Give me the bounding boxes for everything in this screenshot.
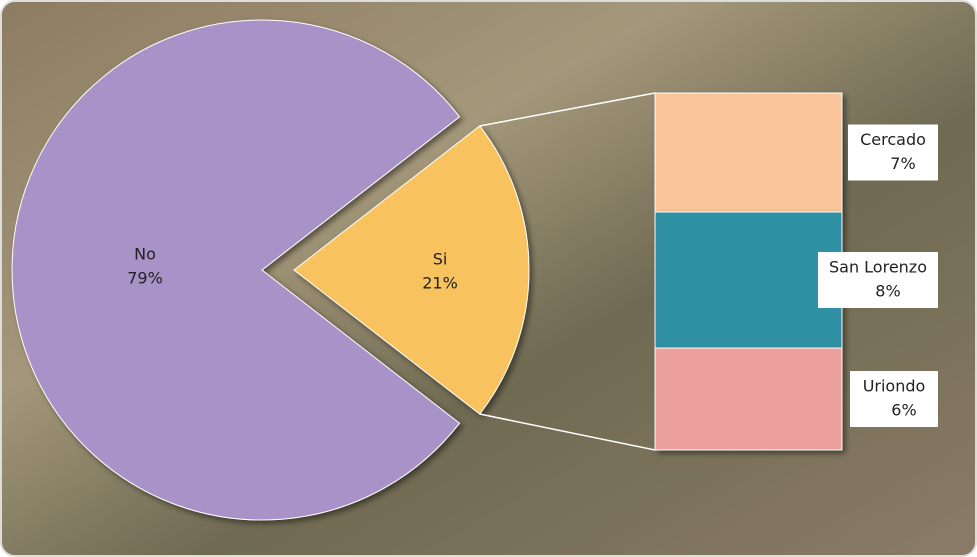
breakdown-value-label: 6% bbox=[891, 401, 916, 420]
breakdown-bar bbox=[654, 92, 843, 213]
breakdown-label: Cercado bbox=[860, 130, 926, 149]
breakdown-bar bbox=[654, 347, 843, 451]
breakdown-value-label: 8% bbox=[875, 282, 900, 301]
connector bbox=[479, 92, 656, 127]
pie-slice bbox=[293, 125, 530, 415]
breakdown-bar bbox=[654, 211, 843, 349]
label-box bbox=[850, 371, 938, 427]
slice-value-label: 21% bbox=[422, 274, 458, 293]
slice-label: Si bbox=[433, 250, 448, 269]
slice-value-label: 79% bbox=[127, 269, 163, 288]
label-box bbox=[848, 124, 938, 181]
breakdown-label: San Lorenzo bbox=[829, 258, 927, 277]
connector bbox=[479, 413, 656, 451]
breakdown-value-label: 7% bbox=[890, 154, 915, 173]
pie-slice bbox=[11, 19, 461, 521]
slice-label: No bbox=[134, 245, 156, 264]
label-box bbox=[818, 252, 938, 308]
breakdown-label: Uriondo bbox=[863, 377, 926, 396]
